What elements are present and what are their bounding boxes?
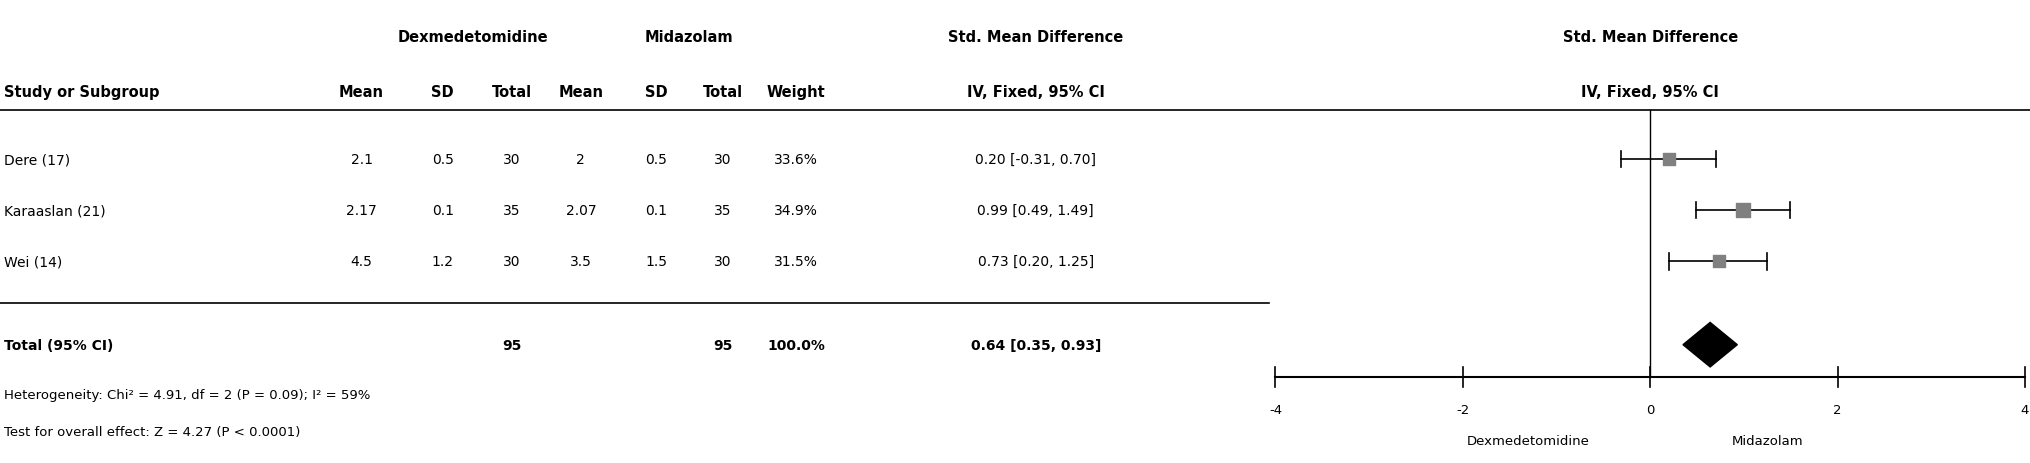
Text: 34.9%: 34.9% — [773, 204, 818, 218]
Text: 1.2: 1.2 — [432, 255, 453, 269]
Text: Test for overall effect: Z = 4.27 (P < 0.0001): Test for overall effect: Z = 4.27 (P < 0… — [4, 425, 300, 438]
Text: SD: SD — [430, 85, 455, 100]
Point — [1652, 156, 1685, 163]
Text: Total (95% CI): Total (95% CI) — [4, 338, 114, 352]
Text: 2.1: 2.1 — [351, 153, 371, 167]
Text: Karaaslan (21): Karaaslan (21) — [4, 204, 106, 218]
Text: 4: 4 — [2020, 403, 2028, 416]
Text: 33.6%: 33.6% — [773, 153, 818, 167]
Text: Study or Subgroup: Study or Subgroup — [4, 85, 160, 100]
Text: 30: 30 — [503, 153, 520, 167]
Text: Total: Total — [702, 85, 743, 100]
Text: Wei (14): Wei (14) — [4, 255, 63, 269]
Text: 31.5%: 31.5% — [773, 255, 818, 269]
Text: SD: SD — [644, 85, 668, 100]
Text: 0.5: 0.5 — [646, 153, 666, 167]
Point — [1701, 258, 1734, 265]
Text: Mean: Mean — [339, 85, 384, 100]
Text: 35: 35 — [715, 204, 731, 218]
Text: Std. Mean Difference: Std. Mean Difference — [1561, 30, 1738, 44]
Text: 0.99 [0.49, 1.49]: 0.99 [0.49, 1.49] — [976, 204, 1094, 218]
Text: 2: 2 — [1833, 403, 1841, 416]
Text: Total: Total — [491, 85, 532, 100]
Text: 35: 35 — [503, 204, 520, 218]
Text: 30: 30 — [715, 153, 731, 167]
Text: 100.0%: 100.0% — [767, 338, 824, 352]
Text: -4: -4 — [1269, 403, 1281, 416]
Text: IV, Fixed, 95% CI: IV, Fixed, 95% CI — [1581, 85, 1717, 100]
Text: 0.1: 0.1 — [646, 204, 666, 218]
Point — [1726, 207, 1758, 214]
Text: 3.5: 3.5 — [570, 255, 591, 269]
Text: Dere (17): Dere (17) — [4, 153, 71, 167]
Text: Heterogeneity: Chi² = 4.91, df = 2 (P = 0.09); I² = 59%: Heterogeneity: Chi² = 4.91, df = 2 (P = … — [4, 388, 369, 401]
Text: 2: 2 — [577, 153, 585, 167]
Text: 4.5: 4.5 — [351, 255, 371, 269]
Text: -2: -2 — [1456, 403, 1470, 416]
Text: 30: 30 — [715, 255, 731, 269]
Text: 2.07: 2.07 — [564, 204, 597, 218]
Text: 95: 95 — [501, 338, 522, 352]
Text: 30: 30 — [503, 255, 520, 269]
Text: Weight: Weight — [767, 85, 824, 100]
Text: Mean: Mean — [558, 85, 603, 100]
Text: Dexmedetomidine: Dexmedetomidine — [398, 30, 548, 44]
Text: Std. Mean Difference: Std. Mean Difference — [948, 30, 1123, 44]
Text: IV, Fixed, 95% CI: IV, Fixed, 95% CI — [966, 85, 1104, 100]
Text: Dexmedetomidine: Dexmedetomidine — [1466, 434, 1589, 447]
Text: 95: 95 — [713, 338, 733, 352]
Text: Midazolam: Midazolam — [1732, 434, 1803, 447]
Text: 0.20 [-0.31, 0.70]: 0.20 [-0.31, 0.70] — [974, 153, 1096, 167]
Text: Midazolam: Midazolam — [644, 30, 733, 44]
Text: 0.73 [0.20, 1.25]: 0.73 [0.20, 1.25] — [976, 255, 1094, 269]
Text: 1.5: 1.5 — [646, 255, 666, 269]
Text: 0.5: 0.5 — [432, 153, 453, 167]
Text: 0.64 [0.35, 0.93]: 0.64 [0.35, 0.93] — [970, 338, 1100, 352]
Text: 2.17: 2.17 — [345, 204, 378, 218]
Text: 0: 0 — [1644, 403, 1654, 416]
Text: 0.1: 0.1 — [432, 204, 453, 218]
Polygon shape — [1683, 323, 1736, 367]
